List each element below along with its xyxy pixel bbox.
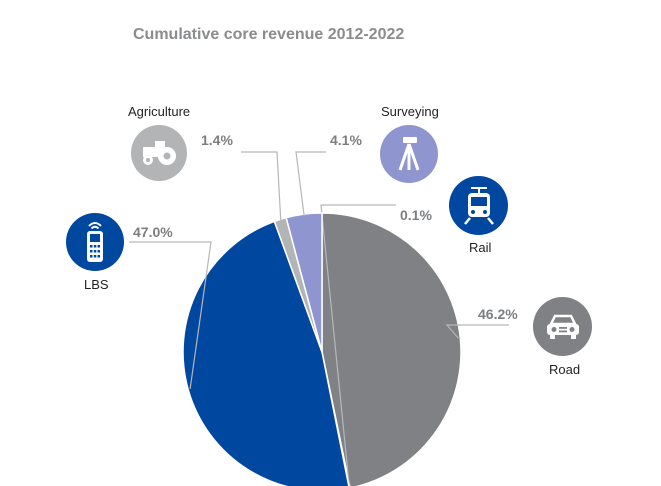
tractor-icon [131, 125, 187, 181]
pct-label-lbs: 47.0% [133, 224, 173, 240]
surveyor-tripod-icon [380, 125, 438, 183]
pct-label-surveying: 4.1% [330, 132, 362, 148]
leader-line-rail [320, 204, 396, 486]
car-icon [533, 297, 592, 356]
category-label-surveying: Surveying [381, 104, 439, 119]
leader-line-road [445, 324, 509, 339]
pct-label-road: 46.2% [478, 306, 518, 322]
pct-label-rail: 0.1% [400, 207, 432, 223]
train-icon [449, 176, 508, 235]
category-label-agriculture: Agriculture [128, 104, 191, 119]
category-label-lbs: LBS [84, 277, 109, 292]
leader-line-lbs [129, 241, 212, 390]
chart-title: Cumulative core revenue 2012-2022 [133, 26, 405, 43]
mobile-phone-icon [66, 213, 124, 271]
category-label-road: Road [549, 362, 581, 377]
leader-line-surveying [295, 151, 326, 217]
pct-label-agriculture: 1.4% [201, 132, 233, 148]
category-label-rail: Rail [469, 240, 492, 255]
pie-slice-road [321, 212, 462, 486]
pie-slice-lbs [182, 220, 350, 486]
leader-line-agriculture [241, 151, 282, 222]
